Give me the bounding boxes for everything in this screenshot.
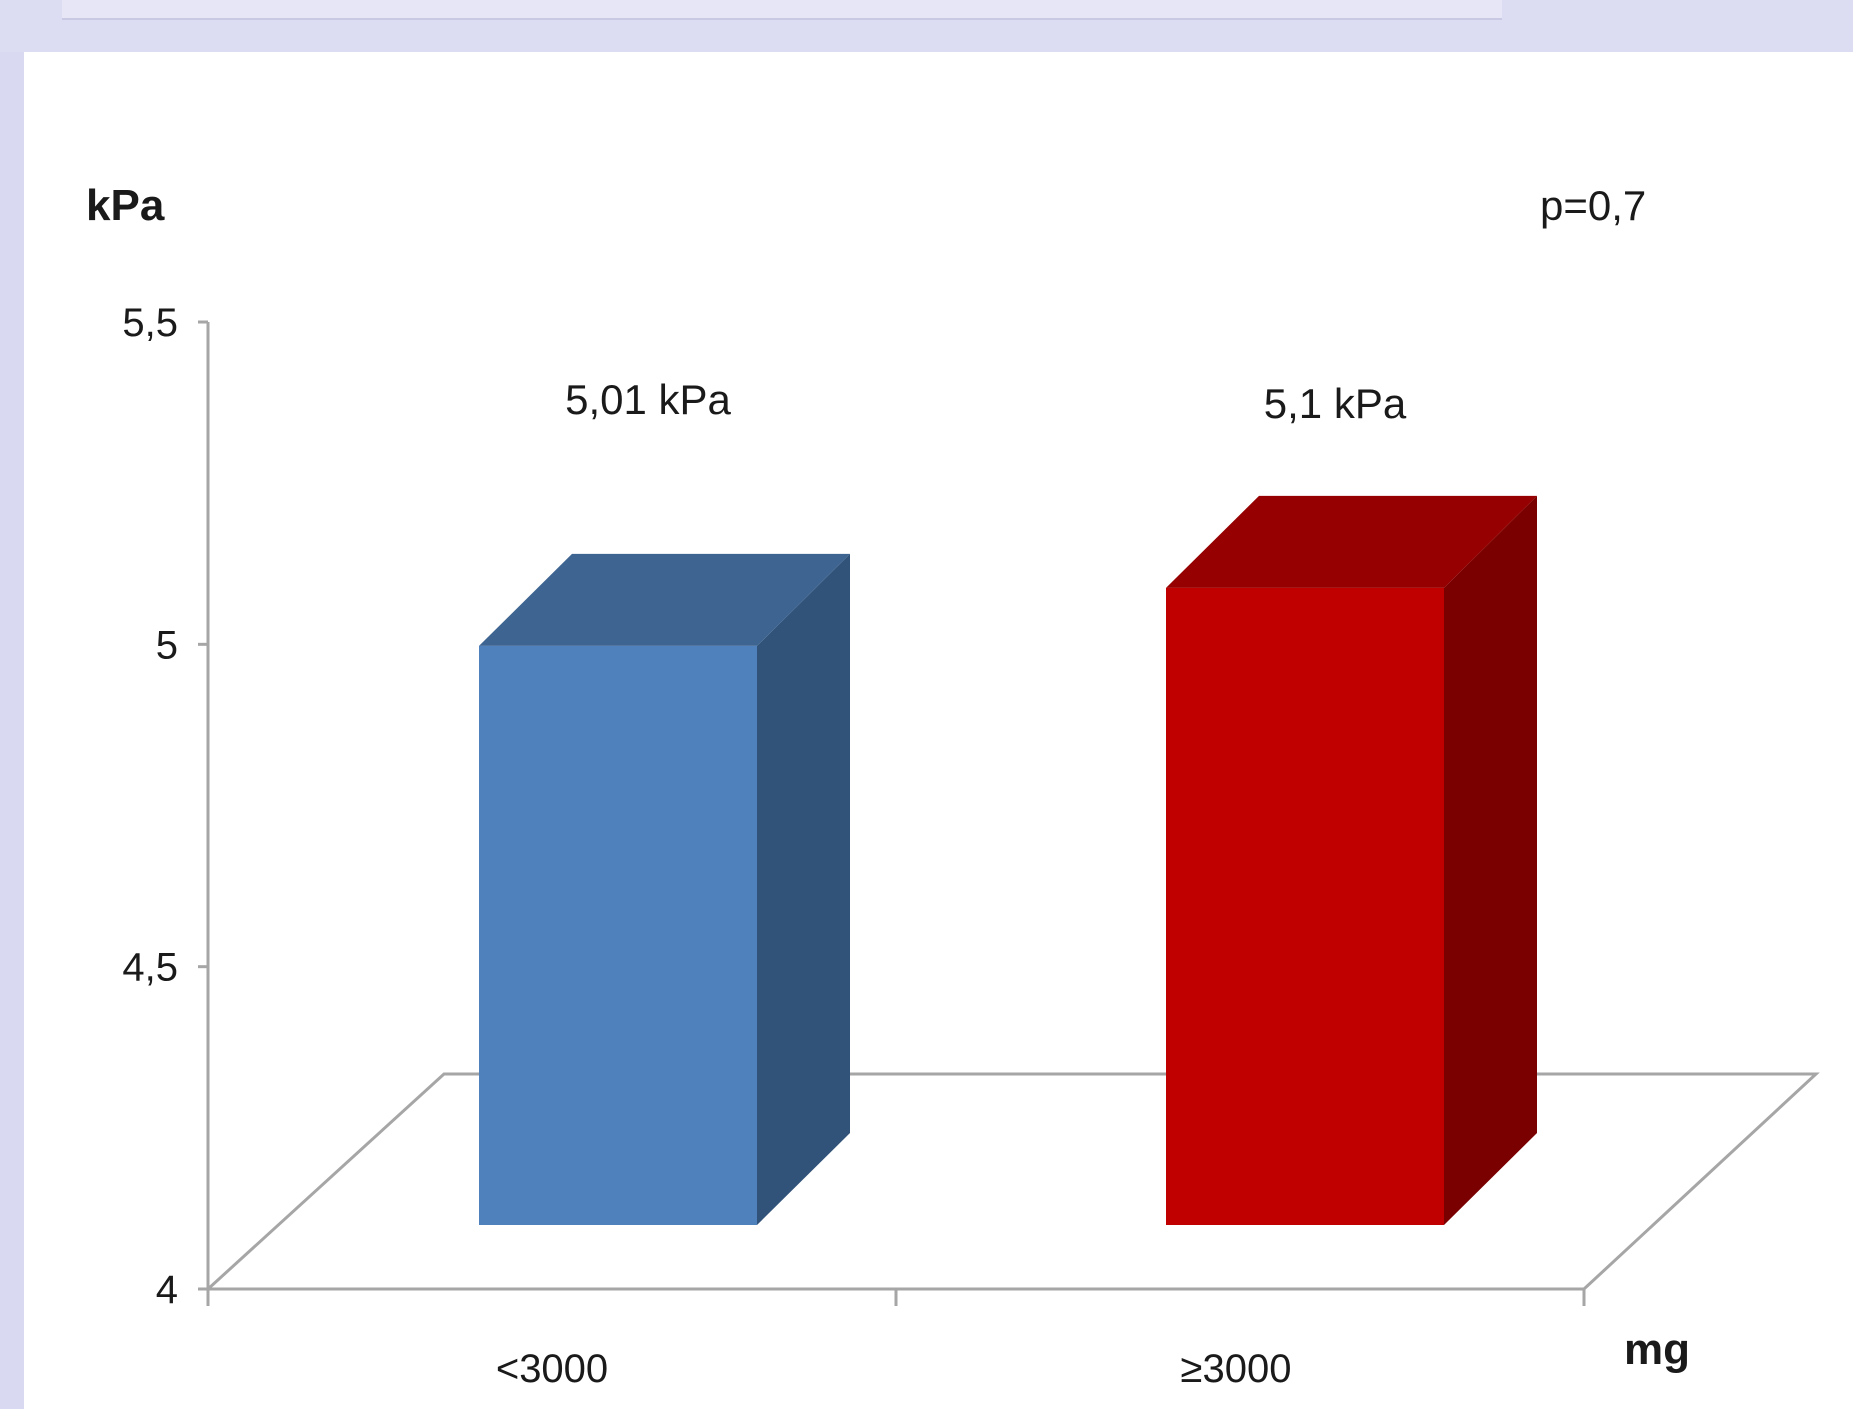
chart-floor	[204, 1072, 1820, 1291]
y-axis-ticks: 4 4,5 5 5,5	[122, 301, 208, 1312]
x-axis-title: mg	[1624, 1325, 1690, 1374]
top-strip-bar	[62, 0, 1502, 20]
bar	[1166, 587, 1444, 1225]
y-axis-title: kPa	[86, 181, 165, 230]
y-tick-label: 5	[156, 623, 178, 667]
bar	[479, 645, 757, 1225]
x-tick-label: <3000	[496, 1347, 608, 1391]
y-tick-label: 4,5	[122, 946, 178, 990]
bar-top	[1166, 495, 1537, 588]
bars	[479, 495, 1537, 1225]
y-tick-label: 5,5	[122, 301, 178, 345]
bar-side	[1444, 495, 1537, 1225]
p-value-annotation: p=0,7	[1540, 182, 1646, 229]
top-strip	[0, 0, 1853, 52]
x-tick-label: ≥3000	[1181, 1347, 1292, 1391]
chart-panel: 4 4,5 5 5,5 5,01 kPa 5,1 kPa kPa p=0,7 mg <3…	[24, 52, 1853, 1409]
y-tick-label: 4	[156, 1268, 178, 1312]
bar-top	[479, 553, 850, 646]
data-label: 5,01 kPa	[565, 376, 731, 423]
data-label: 5,1 kPa	[1264, 380, 1407, 427]
data-labels: 5,01 kPa 5,1 kPa	[565, 376, 1407, 427]
bar-side	[757, 553, 850, 1225]
bar-chart: 4 4,5 5 5,5 5,01 kPa 5,1 kPa kPa p=0,7 mg <3…	[86, 181, 1820, 1391]
